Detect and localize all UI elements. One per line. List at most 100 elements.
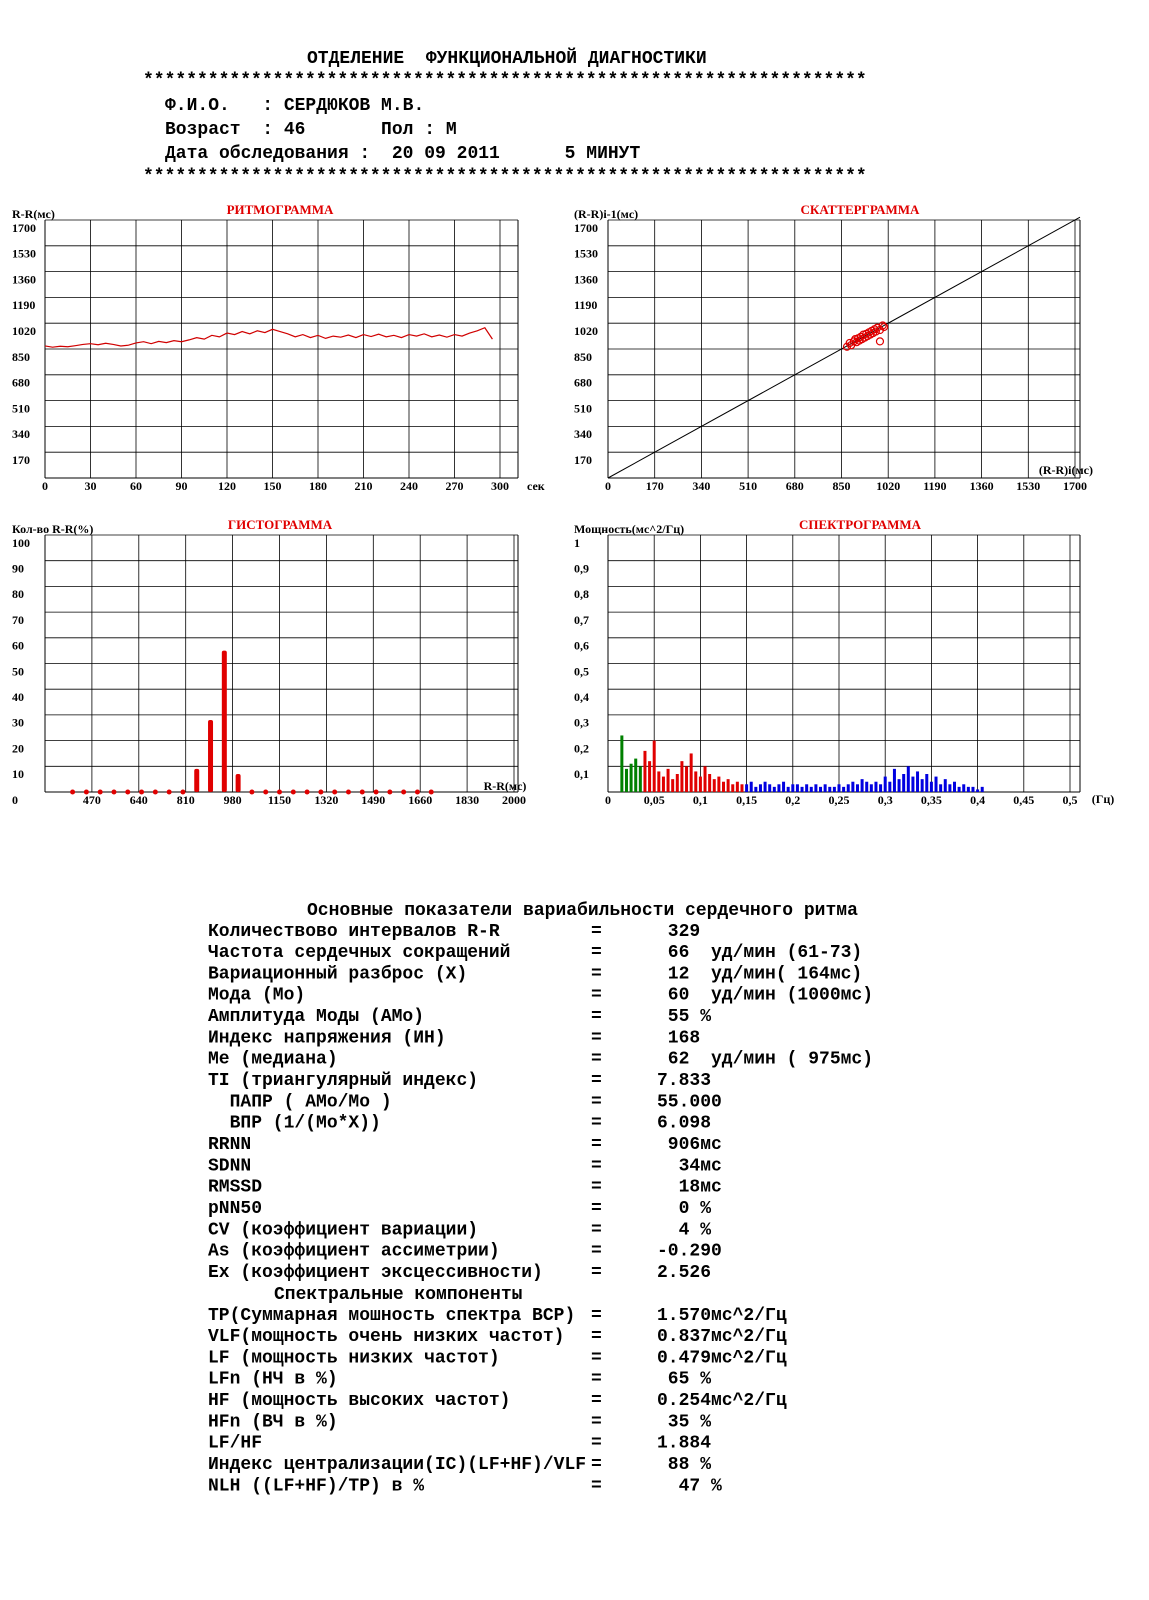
scatter-point [879,322,889,332]
metric-value: 66 уд/мин (61-73) [657,943,862,963]
metric-label: Ме (медиана) [208,1050,338,1070]
scatter-point [875,337,885,346]
bar [689,753,693,792]
metric-value: 55 % [657,1007,711,1027]
metric-equals: = [591,1071,602,1091]
bar-marker [387,789,393,795]
bar [976,789,980,792]
metric-label: TP(Суммарная мошность спектра ВСР) [208,1306,575,1326]
metric-equals: = [591,1370,602,1390]
bar [768,784,772,792]
bar-marker [304,789,310,795]
bar [819,786,823,792]
metric-equals: = [591,1434,602,1454]
y-tick-label: 680 [574,376,592,390]
metric-label: Вариационный разброс (Х) [208,963,467,984]
bar [652,740,656,792]
bar [703,766,707,792]
chart-title: СПЕКТРОГРАММА [799,517,922,532]
bar [957,786,961,792]
bar [749,781,753,792]
metric-value: 55.000 [657,1092,722,1112]
bar [648,761,652,792]
y-tick-label: 850 [12,350,30,364]
y-tick-label: 20 [12,741,24,755]
metric-equals: = [591,1412,602,1432]
bar-marker [359,789,365,795]
metric-label: ПАПР ( АМо/Мо ) [208,1092,392,1112]
x-tick-label: 0,3 [878,793,893,807]
y-tick-label: 170 [574,453,592,467]
y-tick-label: 850 [574,350,592,364]
y-tick-label: 0 [12,793,18,807]
metric-equals: = [591,964,602,984]
metric-equals: = [591,1263,602,1283]
y-tick-label: 0,8 [574,587,589,601]
bar [758,784,762,792]
bar [620,735,624,792]
bar-marker [97,789,103,795]
y-tick-label: 90 [12,561,24,575]
x-tick-label: 270 [446,479,464,493]
bar [865,781,869,792]
metric-equals: = [591,1007,602,1027]
metric-label: Частота сердечных сокращений [208,943,510,963]
bar [943,779,947,792]
bar-marker [290,789,296,795]
bar-marker [166,789,172,795]
x-tick-label: 0,05 [644,793,665,807]
metric-label: Количествово интервалов R-R [208,922,500,942]
y-tick-label: 40 [12,690,24,704]
exam-date: Дата обследования : 20 09 2011 5 МИНУТ [165,143,640,164]
bar [675,774,679,792]
x-tick-label: 0 [42,479,48,493]
y-tick-label: 1530 [574,247,598,261]
y-tick-label: 1530 [12,247,36,261]
y-tick-label: 0,4 [574,690,589,704]
y-tick-label: 340 [574,427,592,441]
bar [860,779,864,792]
y-tick-label: 1700 [12,221,36,235]
x-tick-label: 150 [264,479,282,493]
patient-name: Ф.И.О. : СЕРДЮКОВ М.В. [165,96,424,116]
metric-label: pNN50 [208,1199,262,1219]
rhythm-line [44,327,493,348]
bar [782,781,786,792]
x-tick-label: 1020 [876,479,900,493]
metric-equals: = [591,1348,602,1368]
y-tick-label: 0,1 [574,767,589,781]
metric-value: 0.479мс^2/Гц [657,1348,787,1368]
x-tick-label: 1830 [455,793,479,807]
bar-marker [152,789,158,795]
metric-label: ВПР (1/(Мо*Х)) [208,1114,381,1134]
bar [712,779,716,792]
y-tick-label: 50 [12,664,24,678]
metric-value: 7.833 [657,1071,711,1091]
metric-value: 0.254мс^2/Гц [657,1391,787,1411]
y-tick-label: 1 [574,536,580,550]
metric-value: 1.884 [657,1434,711,1454]
metric-equals: = [591,1476,602,1496]
bar [726,779,730,792]
patient-age-sex: Возраст : 46 Пол : М [165,120,457,140]
metric-label: Мода (Мо) [208,986,305,1006]
y-tick-label: 0,7 [574,613,589,627]
chart-title: СКАТТЕРГРАММА [801,202,920,217]
bar [929,781,933,792]
metric-equals: = [591,986,602,1006]
bar [777,784,781,792]
metric-label: VLF(мощность очень низких частот) [208,1327,564,1347]
y-tick-label: 1190 [12,298,35,312]
bar-marker [277,789,282,795]
x-tick-label: 1490 [361,793,385,807]
bar [846,784,850,792]
bar [939,784,943,792]
x-tick-label: 0,2 [785,793,800,807]
bar [851,781,855,792]
bar-marker [111,789,117,795]
bar [823,784,827,792]
x-tick-label: 0,15 [736,793,757,807]
x-tick-label: 180 [309,479,327,493]
bar-marker [180,789,186,795]
y-tick-label: 70 [12,613,24,627]
